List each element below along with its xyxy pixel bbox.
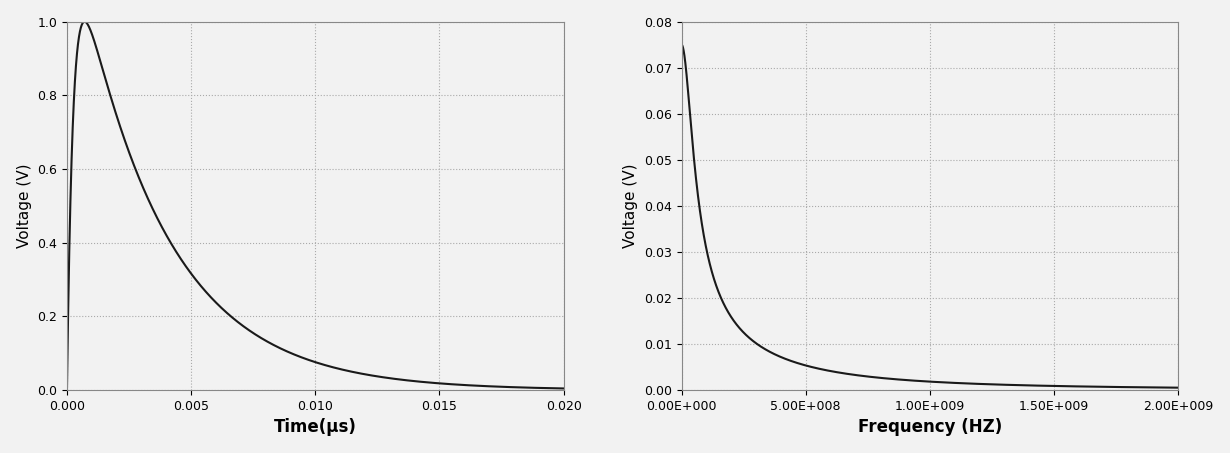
X-axis label: Time(μs): Time(μs)	[274, 418, 357, 436]
X-axis label: Frequency (HZ): Frequency (HZ)	[857, 418, 1002, 436]
Y-axis label: Voltage (V): Voltage (V)	[624, 164, 638, 248]
Y-axis label: Voltage (V): Voltage (V)	[17, 164, 32, 248]
